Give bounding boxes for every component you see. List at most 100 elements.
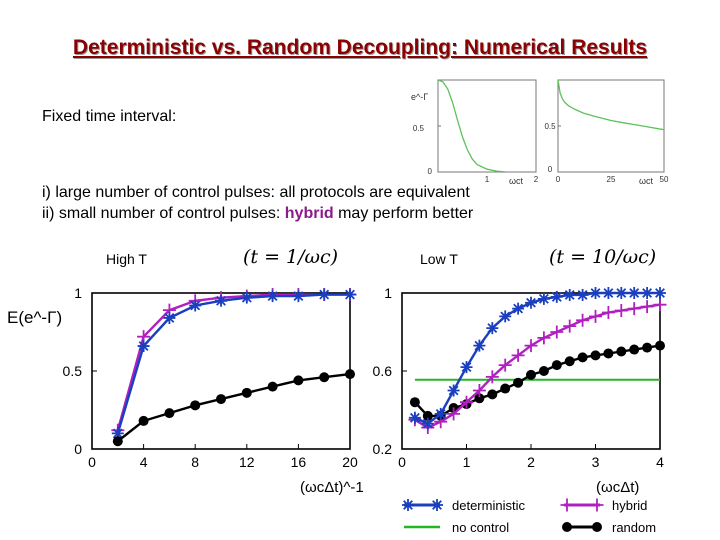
fixed-interval-text: Fixed time interval: <box>42 108 177 125</box>
inset-1-decay-curve <box>438 80 517 172</box>
formula-low-t: (t = 10/ωc) <box>549 246 657 268</box>
high-t-xtick-label: 12 <box>239 454 255 470</box>
slide-title: Deterministic vs. Random Decoupling: Num… <box>72 36 648 59</box>
inset-1-frame <box>437 79 537 173</box>
panel-label-low-t: Low T <box>420 251 458 267</box>
high-t-xtick-label: 16 <box>291 454 307 470</box>
high-t-point-deterministic <box>163 311 176 324</box>
low-t-xtick-label: 3 <box>592 454 600 470</box>
low-t-point-hybrid <box>627 302 641 316</box>
low-t-xtick-label: 2 <box>527 454 535 470</box>
high-t-chart: 0 4 8 12 16 20 0 0.5 1 E(e^-Γ) (ωcΔt)^-1 <box>7 285 364 496</box>
low-t-point-deterministic <box>447 384 460 397</box>
low-t-point-deterministic <box>641 287 654 299</box>
low-t-point-deterministic <box>421 417 434 430</box>
legend-marker-deterministic <box>402 499 414 511</box>
low-t-point-hybrid <box>485 370 499 384</box>
low-t-xtick-label: 4 <box>656 454 664 470</box>
high-t-point-deterministic <box>344 288 356 301</box>
low-t-point-random <box>474 393 485 404</box>
low-t-point-deterministic <box>499 310 512 323</box>
high-t-point-random <box>345 369 355 380</box>
low-t-ytick-label: 0.6 <box>373 363 393 379</box>
low-t-point-random <box>513 377 524 388</box>
legend-entry-deterministic: deterministic <box>402 498 525 513</box>
inset-2-xlabel: ωct <box>639 176 654 186</box>
low-t-point-hybrid <box>472 384 486 397</box>
inset-1-xtick-1: 1 <box>485 175 490 184</box>
high-t-line-hybrid <box>116 293 350 431</box>
legend-label-no-control: no control <box>452 520 509 535</box>
high-t-point-deterministic <box>292 290 305 303</box>
high-t-point-random <box>241 387 252 398</box>
low-t-point-hybrid <box>537 331 551 345</box>
high-t-point-deterministic <box>137 340 150 353</box>
legend-marker-random <box>562 522 572 532</box>
low-t-point-hybrid <box>601 306 615 319</box>
low-t-point-hybrid <box>589 309 602 323</box>
statement-line-1: i) large number of control pulses: all p… <box>42 184 470 201</box>
low-t-point-random <box>655 340 665 351</box>
low-t-xtick-label: 1 <box>463 454 471 470</box>
low-t-point-deterministic <box>602 287 615 299</box>
inset-2-xtick-25: 25 <box>607 175 616 184</box>
low-t-point-random <box>590 350 601 361</box>
inset-2-ytick-0: 0 <box>548 165 553 174</box>
legend-label-hybrid: hybrid <box>612 498 647 513</box>
high-t-point-deterministic <box>240 291 253 304</box>
high-t-point-deterministic <box>318 288 331 301</box>
low-t-point-deterministic <box>473 339 486 352</box>
inset-2-decay-curve <box>558 80 664 131</box>
high-t-point-random <box>190 400 201 411</box>
low-t-point-hybrid <box>524 339 538 353</box>
low-t-xtick-label: 0 <box>398 454 406 470</box>
low-t-point-deterministic <box>525 296 537 309</box>
legend-marker-hybrid <box>560 498 574 512</box>
low-t-point-random <box>603 348 614 359</box>
formula-high-t: (t = 1/ωc) <box>243 246 339 268</box>
high-t-point-deterministic <box>266 290 279 303</box>
inset-chart-1: e^-Γ ωct 0.5 0 1 2 <box>411 79 539 186</box>
high-t-series-hybrid <box>111 288 357 437</box>
legend-entry-no-control: no control <box>404 520 509 535</box>
legend-marker-random <box>592 522 602 532</box>
high-t-point-random <box>138 415 149 426</box>
x-axis-label-low-t: (ωcΔt) <box>596 479 639 496</box>
low-t-point-random <box>564 356 575 367</box>
statement-line-2-post: may perform better <box>333 205 474 222</box>
low-t-point-deterministic <box>460 361 473 374</box>
high-t-point-random <box>293 375 304 386</box>
low-t-point-deterministic <box>486 322 499 335</box>
low-t-point-deterministic <box>434 407 447 420</box>
hybrid-highlight: hybrid <box>284 205 334 222</box>
inset-1-ytick-05: 0.5 <box>413 124 425 133</box>
low-t-point-deterministic <box>563 288 576 301</box>
low-t-point-hybrid <box>447 407 461 421</box>
low-t-series-random <box>409 340 665 421</box>
low-t-point-deterministic <box>628 287 641 299</box>
low-t-chart: 0 1 2 3 4 0.2 0.6 1 (ωcΔt) <box>373 285 667 496</box>
legend-marker-hybrid <box>590 498 604 512</box>
inset-1-xtick-2: 2 <box>534 175 539 184</box>
high-t-point-deterministic <box>111 427 124 440</box>
high-t-point-random <box>267 381 278 392</box>
inset-1-xlabel: ωct <box>509 176 524 186</box>
inset-2-ytick-05: 0.5 <box>544 122 556 131</box>
x-axis-label-high-t: (ωcΔt)^-1 <box>300 479 364 496</box>
low-t-point-random <box>487 389 498 400</box>
inset-2-frame <box>557 79 665 173</box>
low-t-point-deterministic <box>654 287 666 299</box>
low-t-point-deterministic <box>576 288 589 301</box>
high-t-series-random <box>112 369 355 447</box>
legend-label-random: random <box>612 520 656 535</box>
low-t-point-random <box>616 346 627 357</box>
low-t-point-hybrid <box>550 325 564 339</box>
low-t-point-hybrid <box>563 319 577 333</box>
high-t-plot-frame <box>91 292 351 450</box>
high-t-point-random <box>216 394 226 405</box>
low-t-point-deterministic <box>537 292 550 305</box>
statement-line-2-pre: ii) small number of control pulses: <box>42 205 285 222</box>
low-t-point-deterministic <box>615 287 628 299</box>
legend: deterministic hybrid no control random <box>402 498 656 535</box>
